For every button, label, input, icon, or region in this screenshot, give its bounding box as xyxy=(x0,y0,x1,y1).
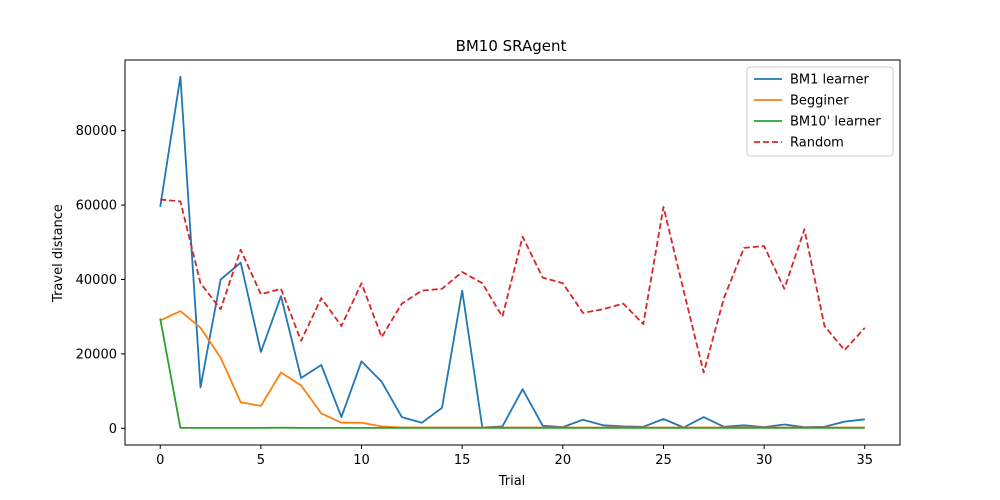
x-tick-label: 30 xyxy=(756,453,773,468)
y-tick-label: 80000 xyxy=(76,124,117,139)
series-line-3 xyxy=(160,198,866,374)
y-axis-label: Travel distance xyxy=(51,204,66,303)
y-tick-label: 20000 xyxy=(76,347,117,362)
x-axis-label: Trial xyxy=(498,474,526,489)
legend-label-3: Random xyxy=(790,136,844,151)
plot-frame xyxy=(124,59,901,446)
legend: BM1 learner Begginer BM10' learner Random xyxy=(746,66,894,157)
legend-box xyxy=(746,66,894,157)
x-tick-label: 35 xyxy=(856,453,873,468)
x-tick-label: 20 xyxy=(555,453,572,468)
x-tick-label: 5 xyxy=(257,453,265,468)
x-tick-label: 0 xyxy=(156,453,164,468)
y-tick-label: 0 xyxy=(109,422,117,437)
y-tick-label: 60000 xyxy=(76,199,117,214)
plot-lines xyxy=(159,75,866,429)
y-tick-label: 40000 xyxy=(76,273,117,288)
chart-title: BM10 SRAgent xyxy=(456,37,567,55)
legend-label-1: Begginer xyxy=(790,94,849,109)
series-line-1 xyxy=(159,310,865,429)
x-axis: 0 5 10 15 20 25 30 35 xyxy=(156,445,873,468)
y-axis: 0 20000 40000 60000 80000 xyxy=(76,124,125,437)
x-tick-label: 25 xyxy=(655,453,672,468)
series-line-0 xyxy=(159,75,865,429)
legend-label-0: BM1 learner xyxy=(790,73,869,88)
x-tick-label: 10 xyxy=(353,453,370,468)
legend-label-2: BM10' learner xyxy=(790,115,881,130)
series-line-2 xyxy=(159,318,865,429)
x-tick-label: 15 xyxy=(454,453,471,468)
